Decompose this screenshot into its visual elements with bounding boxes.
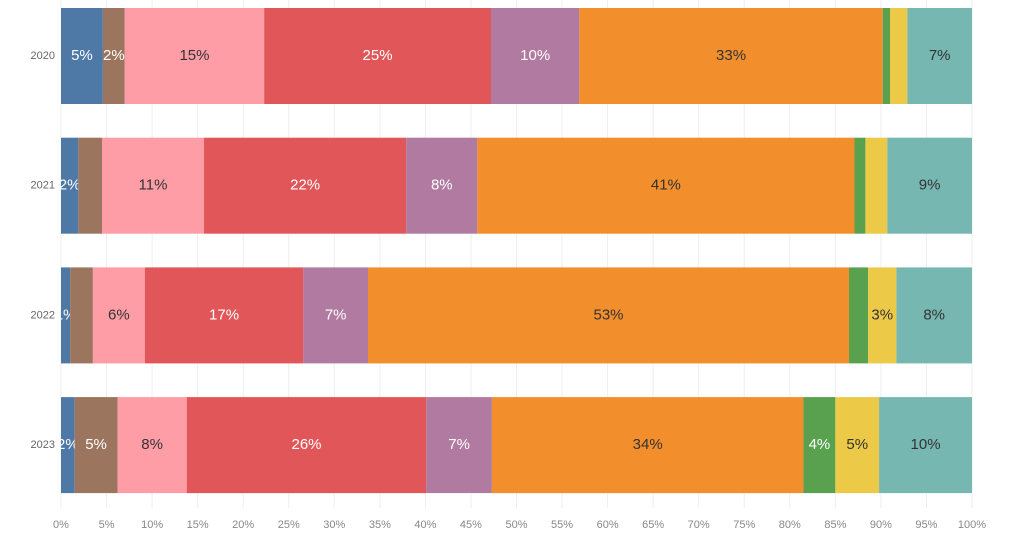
bar-segment	[579, 8, 883, 104]
bar-segment	[144, 267, 304, 364]
data-label: 26%	[291, 436, 321, 453]
bar-segment	[887, 137, 972, 234]
data-label: 3%	[871, 306, 893, 323]
data-label: 5%	[71, 47, 93, 64]
bar-segment	[124, 8, 265, 104]
data-label: 8%	[141, 436, 163, 453]
bar-segment	[907, 8, 972, 104]
bar-segment	[74, 397, 118, 494]
bar-segment	[264, 8, 491, 104]
bar-segment	[865, 137, 888, 234]
data-label: 2%	[59, 177, 81, 194]
data-label: 22%	[290, 177, 320, 194]
data-label: 41%	[651, 177, 681, 194]
bar-segment	[101, 137, 205, 234]
bar-segment	[92, 267, 145, 364]
x-tick-label: 75%	[733, 519, 755, 531]
x-tick-label: 80%	[779, 519, 801, 531]
data-label: 5%	[85, 436, 107, 453]
bar-segment	[879, 397, 972, 494]
data-label: 9%	[919, 177, 941, 194]
data-label: 8%	[923, 306, 945, 323]
data-label: 10%	[520, 47, 550, 64]
bar-segment	[868, 267, 897, 364]
bar-segment	[368, 267, 850, 364]
x-tick-label: 55%	[551, 519, 573, 531]
bar-segment	[61, 137, 79, 234]
x-tick-label: 30%	[323, 519, 345, 531]
x-tick-label: 70%	[688, 519, 710, 531]
x-tick-label: 40%	[414, 519, 436, 531]
x-tick-label: 35%	[369, 519, 391, 531]
bar-segment	[849, 267, 869, 364]
bar-segment	[426, 397, 492, 494]
bar-segment	[70, 267, 93, 364]
bar-segment	[477, 137, 855, 234]
data-label: 34%	[633, 436, 663, 453]
bar-segment	[303, 267, 369, 364]
x-tick-label: 15%	[187, 519, 209, 531]
bar-segment	[803, 397, 836, 494]
data-label: 2%	[103, 47, 125, 64]
bar-segment	[406, 137, 478, 234]
y-tick-label: 2023	[31, 439, 55, 451]
y-tick-label: 2020	[31, 50, 55, 62]
bar-segment	[204, 137, 407, 234]
bar-segment	[102, 8, 125, 104]
x-tick-label: 65%	[642, 519, 664, 531]
data-label: 7%	[325, 306, 347, 323]
data-label: 33%	[716, 47, 746, 64]
x-tick-label: 20%	[232, 519, 254, 531]
x-tick-label: 10%	[141, 519, 163, 531]
data-label: 7%	[448, 436, 470, 453]
data-label: 7%	[929, 47, 951, 64]
data-label: 2%	[57, 436, 79, 453]
bar-segment	[835, 397, 880, 494]
data-label: 10%	[911, 436, 941, 453]
data-label: 4%	[809, 436, 831, 453]
x-tick-label: 50%	[505, 519, 527, 531]
bar-segment	[890, 8, 908, 104]
bar-segment	[896, 267, 972, 364]
data-label: 25%	[363, 47, 393, 64]
x-tick-label: 45%	[460, 519, 482, 531]
x-tick-label: 85%	[824, 519, 846, 531]
bar-segment	[491, 397, 804, 494]
y-tick-label: 2022	[31, 309, 55, 321]
bar-segment	[117, 397, 187, 494]
bar-segment	[854, 137, 866, 234]
x-tick-label: 100%	[958, 519, 986, 531]
bar-segment	[78, 137, 102, 234]
x-tick-label: 25%	[278, 519, 300, 531]
data-label: 8%	[431, 177, 453, 194]
data-label: 53%	[593, 306, 623, 323]
bar-segment	[490, 8, 580, 104]
bar-segment	[186, 397, 427, 494]
x-tick-label: 95%	[915, 519, 937, 531]
y-tick-label: 2021	[31, 180, 55, 192]
bar-segment	[61, 397, 75, 494]
bar-segment	[61, 267, 71, 364]
data-label: 5%	[846, 436, 868, 453]
bar-segment	[882, 8, 891, 104]
x-tick-label: 0%	[53, 519, 69, 531]
bar-segment	[61, 8, 103, 104]
data-label: 17%	[209, 306, 239, 323]
data-label: 6%	[108, 306, 130, 323]
x-tick-label: 5%	[99, 519, 115, 531]
x-tick-label: 90%	[870, 519, 892, 531]
data-label: 15%	[179, 47, 209, 64]
x-tick-label: 60%	[597, 519, 619, 531]
data-label: 11%	[139, 177, 168, 194]
